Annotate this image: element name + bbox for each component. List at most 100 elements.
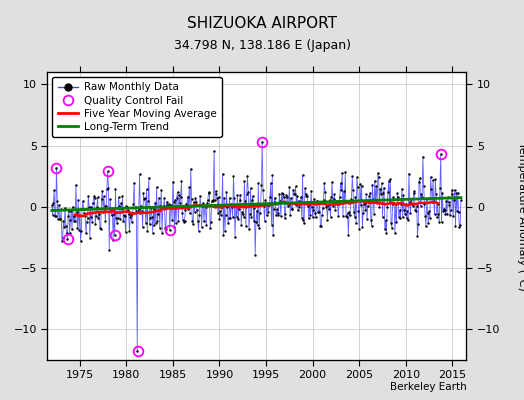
Point: [324, 202, 332, 208]
Point: [365, 193, 374, 199]
Point: [383, 204, 391, 210]
Point: [455, 224, 464, 231]
Point: [438, 219, 446, 225]
Point: [163, 202, 172, 208]
Point: [368, 182, 377, 188]
Point: [189, 221, 198, 228]
Point: [327, 194, 335, 200]
Point: [320, 180, 329, 186]
Point: [398, 185, 406, 192]
Point: [236, 191, 245, 198]
Point: [453, 208, 461, 214]
Point: [106, 206, 115, 213]
Point: [115, 203, 124, 209]
Point: [448, 190, 456, 197]
Point: [135, 171, 144, 177]
Point: [399, 214, 407, 220]
Point: [294, 198, 303, 204]
Point: [376, 186, 385, 192]
Point: [237, 222, 245, 228]
Point: [232, 214, 241, 220]
Point: [203, 200, 211, 206]
Point: [188, 218, 196, 224]
Point: [223, 204, 232, 210]
Point: [89, 199, 97, 206]
Point: [111, 186, 119, 192]
Point: [243, 190, 251, 197]
Point: [176, 200, 184, 206]
Point: [404, 217, 412, 223]
Point: [80, 210, 89, 217]
Point: [190, 209, 199, 215]
Text: SHIZUOKA AIRPORT: SHIZUOKA AIRPORT: [187, 16, 337, 32]
Point: [343, 213, 351, 220]
Point: [269, 232, 277, 238]
Point: [225, 215, 233, 221]
Point: [322, 202, 331, 208]
Point: [83, 215, 92, 222]
Point: [299, 217, 308, 224]
Text: Berkeley Earth: Berkeley Earth: [390, 382, 466, 392]
Point: [122, 203, 130, 210]
Point: [451, 222, 460, 229]
Point: [113, 220, 121, 226]
Point: [372, 198, 380, 205]
Point: [254, 180, 263, 186]
Point: [247, 214, 256, 220]
Point: [373, 199, 381, 206]
Point: [349, 187, 357, 193]
Point: [141, 195, 149, 202]
Point: [222, 188, 231, 195]
Point: [204, 197, 212, 203]
Point: [62, 222, 70, 229]
Point: [109, 237, 117, 243]
Point: [88, 218, 96, 225]
Point: [375, 204, 384, 210]
Point: [412, 208, 420, 214]
Point: [188, 196, 196, 203]
Point: [293, 192, 301, 199]
Point: [401, 211, 409, 217]
Point: [85, 204, 93, 210]
Point: [230, 195, 238, 201]
Point: [425, 208, 433, 214]
Point: [427, 174, 435, 180]
Point: [277, 190, 286, 196]
Point: [248, 197, 256, 204]
Point: [354, 208, 363, 214]
Point: [111, 232, 119, 238]
Point: [133, 348, 141, 355]
Point: [384, 189, 392, 196]
Point: [312, 198, 321, 205]
Point: [366, 190, 374, 196]
Point: [63, 236, 72, 242]
Point: [86, 204, 95, 210]
Point: [344, 232, 353, 238]
Point: [315, 198, 324, 205]
Point: [156, 203, 165, 210]
Point: [64, 208, 73, 214]
Point: [73, 224, 82, 231]
Point: [330, 196, 338, 202]
Point: [392, 219, 401, 225]
Point: [143, 227, 151, 234]
Point: [357, 202, 365, 209]
Point: [201, 204, 210, 211]
Point: [445, 202, 453, 208]
Point: [375, 174, 383, 181]
Point: [388, 200, 397, 207]
Point: [93, 194, 102, 200]
Point: [283, 194, 291, 200]
Point: [217, 212, 225, 218]
Point: [187, 166, 195, 172]
Point: [298, 172, 307, 178]
Point: [215, 216, 224, 222]
Point: [202, 222, 211, 228]
Point: [205, 190, 214, 196]
Point: [253, 207, 261, 214]
Point: [221, 228, 229, 235]
Point: [99, 209, 107, 216]
Point: [132, 203, 140, 210]
Point: [409, 202, 417, 209]
Point: [70, 213, 79, 220]
